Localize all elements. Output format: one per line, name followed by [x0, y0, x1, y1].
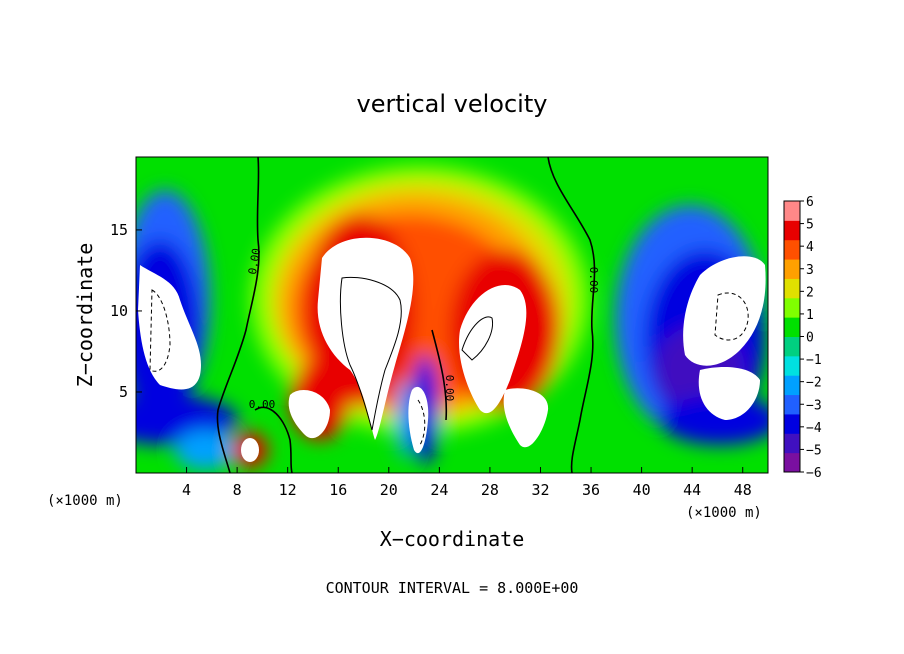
x-tick-label: 4 [182, 481, 191, 499]
velocity-field [136, 157, 768, 473]
x-axis-ticks: 4 8 12 16 20 24 28 32 36 40 44 48 [182, 467, 752, 499]
colorbar-tick-label: −4 [806, 421, 822, 436]
colorbar-tick-label: 4 [806, 240, 814, 255]
y-axis-ticks: 5 10 15 [110, 221, 142, 401]
y-axis-label: Z−coordinate [73, 243, 97, 388]
colorbar-swatch [784, 278, 800, 299]
colorbar-tick-label: −6 [806, 466, 822, 481]
zero-contours [216, 157, 596, 473]
x-tick-label: 36 [582, 481, 600, 499]
colorbar-swatch [784, 317, 800, 337]
colorbar-tick-label: −1 [806, 353, 822, 368]
colorbar [784, 201, 800, 473]
colorbar-swatch [784, 413, 800, 434]
colorbar-swatch [784, 433, 800, 454]
contour-label: 0.00 [246, 247, 263, 275]
x-tick-label: 44 [683, 481, 701, 499]
chart-title: vertical velocity [357, 90, 548, 118]
colorbar-swatch [784, 394, 800, 415]
colorbar-ticks: 6 5 4 3 2 1 0 −1 −2 −3 −4 −5 −6 [800, 195, 822, 481]
x-axis-label: X−coordinate [380, 527, 525, 551]
y-tick-label: 10 [110, 302, 128, 320]
colorbar-swatch [784, 375, 800, 396]
colorbar-tick-label: 5 [806, 218, 814, 233]
colorbar-swatch [784, 220, 800, 241]
contour-label: 0.00 [587, 267, 600, 294]
x-tick-label: 48 [734, 481, 752, 499]
x-tick-label: 16 [329, 481, 347, 499]
colorbar-swatch [784, 336, 800, 357]
colorbar-swatch [784, 355, 800, 376]
colorbar-tick-label: 2 [806, 285, 814, 300]
x-tick-label: 20 [380, 481, 398, 499]
x-tick-label: 8 [233, 481, 242, 499]
contour-label: 0.00 [249, 398, 276, 411]
x-tick-label: 12 [279, 481, 297, 499]
colorbar-tick-label: 0 [806, 331, 814, 346]
colorbar-tick-label: −5 [806, 443, 822, 458]
colorbar-tick-label: −2 [806, 376, 822, 391]
x-tick-label: 40 [633, 481, 651, 499]
colorbar-swatch [784, 201, 800, 221]
colorbar-swatch [784, 452, 800, 473]
y-tick-label: 5 [119, 383, 128, 401]
y-tick-label: 15 [110, 221, 128, 239]
plot-frame [135, 156, 769, 474]
x-units-left: (×1000 m) [47, 493, 123, 509]
x-tick-label: 24 [430, 481, 448, 499]
x-tick-label: 32 [531, 481, 549, 499]
colorbar-tick-label: 6 [806, 195, 814, 210]
colorbar-swatch [784, 297, 800, 318]
colorbar-tick-label: 3 [806, 263, 814, 278]
colorbar-swatch [784, 239, 800, 260]
x-tick-label: 28 [481, 481, 499, 499]
colorbar-tick-label: −3 [806, 398, 822, 413]
colorbar-swatch [784, 259, 800, 279]
colorbar-tick-label: 1 [806, 308, 814, 323]
contour-label: 0.00 [443, 375, 456, 402]
x-units-right: (×1000 m) [686, 505, 762, 521]
contour-interval-footer: CONTOUR INTERVAL = 8.000E+00 [326, 579, 579, 597]
